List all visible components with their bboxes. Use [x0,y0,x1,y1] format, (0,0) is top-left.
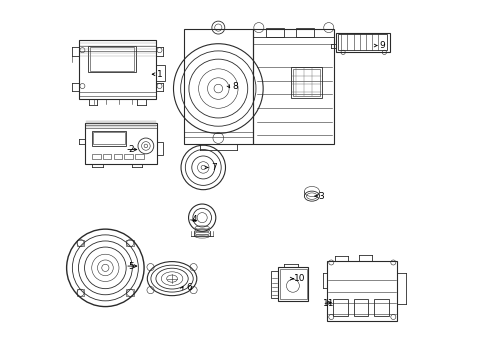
Bar [102,154,111,159]
Bar [156,65,164,81]
Bar [77,240,84,246]
Bar [85,123,156,164]
Bar [92,154,101,159]
Text: 2: 2 [128,145,134,154]
Text: 11: 11 [323,299,334,308]
Bar [156,142,163,155]
Bar [338,35,386,50]
Bar [292,69,319,96]
Text: 9: 9 [379,41,385,50]
Bar [271,271,277,298]
Bar [93,132,125,144]
Bar [373,299,388,316]
Bar [279,269,306,300]
Bar [126,240,134,246]
Bar [353,299,367,316]
Bar [290,67,321,98]
Bar [296,28,314,37]
Text: 4: 4 [191,215,197,224]
Text: 8: 8 [232,82,238,91]
Text: 1: 1 [157,70,163,79]
Bar [124,154,133,159]
Bar [265,28,284,37]
Text: 6: 6 [185,283,191,292]
Bar [253,30,333,144]
Bar [326,261,396,320]
Bar [88,45,136,72]
Text: 7: 7 [211,163,217,172]
Bar [79,40,156,99]
Bar [89,47,134,71]
Bar [135,154,143,159]
Bar [126,289,134,296]
Bar [77,289,84,296]
Bar [113,154,122,159]
Bar [333,299,347,316]
Bar [277,267,308,301]
Text: 10: 10 [294,274,305,283]
Text: 5: 5 [128,262,134,271]
Text: 3: 3 [318,192,324,201]
Bar [183,30,253,144]
Bar [335,33,389,51]
Bar [92,131,126,145]
